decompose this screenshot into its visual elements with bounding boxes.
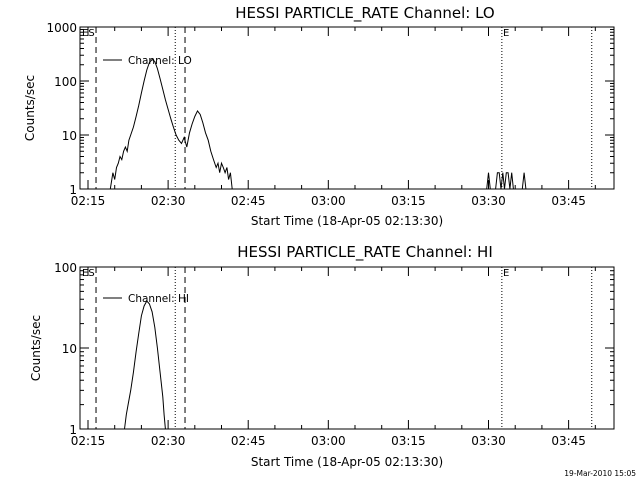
y-ticks-lo: 1 10 100 1000 (46, 21, 614, 197)
x-tick-label: 03:45 (551, 194, 586, 208)
x-tick-label: 03:15 (391, 194, 426, 208)
plot-frame-lo (79, 26, 615, 190)
chart-title-hi: HESSI PARTICLE_RATE Channel: HI (237, 243, 493, 262)
x-tick-label: 03:30 (471, 434, 506, 448)
legend-lo: Channel: LO (103, 55, 192, 67)
x-axis-label-hi: Start Time (18-Apr-05 02:13:30) (251, 455, 443, 469)
chart-panel-hi: HESSI PARTICLE_RATE Channel: HI Counts/s… (29, 243, 615, 469)
x-axis-label-lo: Start Time (18-Apr-05 02:13:30) (251, 214, 443, 228)
y-tick-label: 100 (54, 261, 77, 275)
legend-hi: Channel: HI (103, 293, 189, 305)
y-tick-label: 1 (69, 423, 77, 437)
series-lines-lo (109, 58, 527, 190)
y-ticks-hi: 1 10 100 (54, 261, 614, 437)
y-tick-label: 10 (62, 342, 77, 356)
x-tick-label: 02:15 (71, 194, 106, 208)
series-segment-lo (521, 172, 527, 190)
x-tick-label: 02:45 (231, 194, 266, 208)
marker-label-e-lo: E (503, 28, 509, 39)
x-tick-label: 02:30 (151, 194, 186, 208)
x-tick-label: 02:30 (151, 434, 186, 448)
series-line-lo (109, 58, 233, 190)
y-tick-label: 1 (69, 183, 77, 197)
x-tick-label: 03:45 (551, 434, 586, 448)
series-segment-lo (486, 172, 493, 190)
chart-title-lo: HESSI PARTICLE_RATE Channel: LO (235, 4, 494, 23)
x-tick-label: 03:00 (311, 194, 346, 208)
x-tick-label: 02:45 (231, 434, 266, 448)
y-axis-label-hi: Counts/sec (29, 315, 43, 381)
x-tick-label: 03:30 (471, 194, 506, 208)
event-markers-lo (95, 27, 593, 189)
x-ticks-lo: 02:15 02:30 02:45 03:00 03:15 03:30 03:45 (71, 27, 596, 208)
marker-label-e-hi: E (503, 268, 509, 279)
y-axis-label-lo: Counts/sec (23, 75, 37, 141)
x-ticks-hi: 02:15 02:30 02:45 03:00 03:15 03:30 03:45 (71, 267, 596, 448)
y-tick-label: 10 (62, 129, 77, 143)
y-tick-label: 100 (54, 75, 77, 89)
x-tick-label: 02:15 (71, 434, 106, 448)
series-lines-hi (124, 300, 166, 430)
marker-label-es-hi: ES (82, 268, 95, 279)
x-tick-label: 03:15 (391, 434, 426, 448)
series-segment-lo (495, 172, 514, 190)
marker-label-es-lo: ES (82, 28, 95, 39)
event-markers-hi (95, 267, 593, 429)
chart-panel-lo: HESSI PARTICLE_RATE Channel: LO Counts/s… (23, 4, 615, 228)
series-line-hi (124, 300, 166, 430)
plot-frame-hi (79, 266, 615, 430)
legend-label-lo: Channel: LO (128, 55, 192, 67)
y-tick-label: 1000 (46, 21, 77, 35)
legend-label-hi: Channel: HI (128, 293, 189, 305)
x-tick-label: 03:00 (311, 434, 346, 448)
footer-timestamp: 19-Mar-2010 15:05 (564, 469, 636, 478)
